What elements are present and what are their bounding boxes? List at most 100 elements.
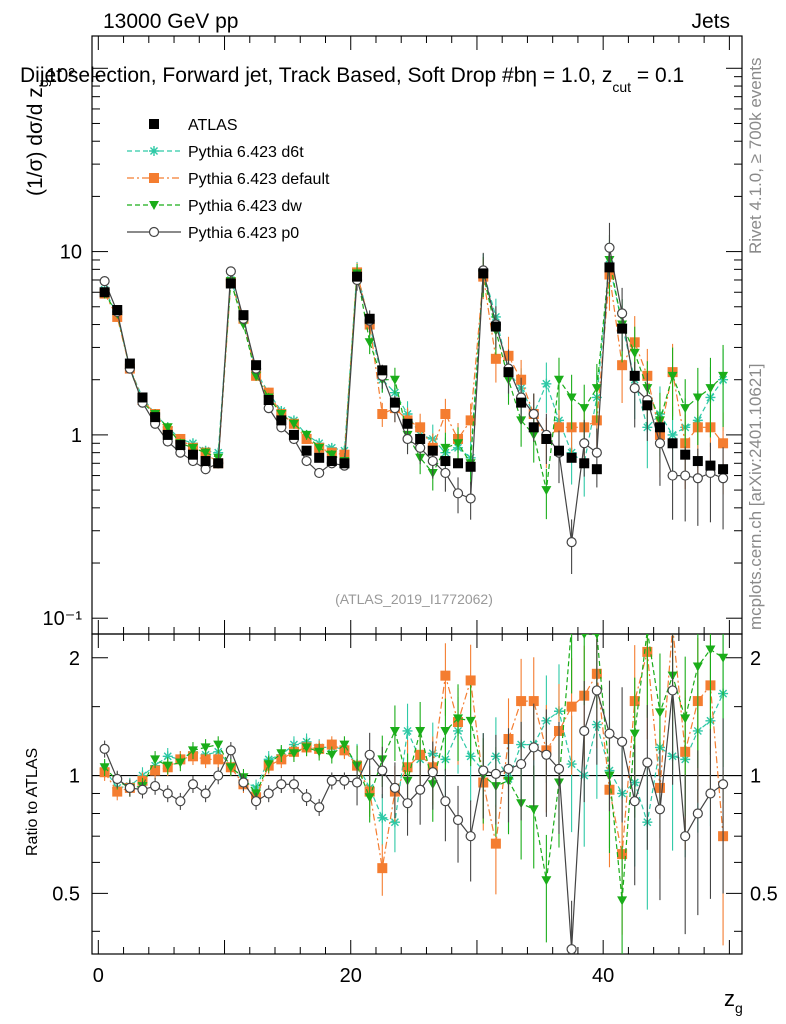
ratio-point-p0 bbox=[225, 745, 236, 756]
ratio-point-dw bbox=[594, 634, 600, 639]
data-point-atlas bbox=[427, 445, 438, 456]
data-point-atlas bbox=[225, 278, 236, 289]
ratio-point-p0 bbox=[99, 743, 110, 754]
ratio-frame bbox=[91, 633, 743, 955]
series-atlas bbox=[99, 262, 729, 475]
mcplots-url-label: mcplots.cern.ch [arXiv:2401.10621] bbox=[746, 363, 765, 630]
data-point-atlas bbox=[591, 464, 602, 475]
data-point-atlas bbox=[667, 438, 678, 449]
legend-label-dw: Pythia 6.423 dw bbox=[188, 198, 302, 215]
data-point-default bbox=[377, 409, 388, 420]
data-point-atlas bbox=[251, 360, 262, 371]
ratio-point-p0 bbox=[351, 777, 363, 788]
data-point-p0 bbox=[225, 266, 236, 277]
ratio-point-default bbox=[200, 754, 211, 765]
data-point-atlas bbox=[541, 433, 552, 444]
y-tick-label: 10 bbox=[60, 242, 82, 264]
data-point-dw bbox=[667, 371, 678, 381]
data-point-atlas bbox=[288, 429, 299, 440]
ratio-point-dw bbox=[187, 746, 198, 756]
data-point-atlas bbox=[490, 321, 501, 332]
ratio-point-p0 bbox=[377, 765, 388, 776]
data-point-atlas bbox=[200, 456, 211, 467]
data-point-atlas bbox=[314, 452, 325, 463]
y-tick-label: 10⁻¹ bbox=[43, 608, 83, 630]
analysis-watermark: (ATLAS_2019_I1772062) bbox=[335, 591, 493, 607]
data-point-default bbox=[465, 415, 476, 426]
ratio-line-default bbox=[104, 634, 724, 869]
data-point-atlas bbox=[415, 433, 426, 444]
ratio-point-dw bbox=[150, 755, 161, 765]
y-axis-label-sub: g bbox=[35, 79, 51, 87]
x-axis-label-sub: g bbox=[735, 1000, 743, 1016]
data-point-atlas bbox=[465, 461, 476, 472]
data-point-dw bbox=[705, 384, 716, 394]
ratio-axis-label: Ratio to ATLAS bbox=[24, 748, 41, 856]
ratio-point-dw bbox=[314, 747, 325, 757]
ratio-point-p0 bbox=[427, 767, 438, 778]
data-point-dw bbox=[566, 393, 577, 403]
data-point-p0 bbox=[415, 442, 426, 453]
ratio-point-dw bbox=[617, 896, 628, 906]
data-point-dw bbox=[579, 404, 590, 414]
data-point-atlas bbox=[503, 367, 514, 378]
data-point-atlas bbox=[718, 464, 729, 475]
ratio-point-dw bbox=[415, 726, 426, 736]
legend-item-dw: Pythia 6.423 dw bbox=[127, 198, 302, 215]
data-point-p0 bbox=[579, 438, 590, 449]
data-point-default bbox=[718, 438, 729, 449]
ratio-point-dw bbox=[263, 760, 274, 770]
data-point-p0 bbox=[604, 242, 615, 253]
data-point-dw bbox=[288, 419, 299, 429]
data-point-dw bbox=[680, 404, 691, 414]
data-point-p0 bbox=[667, 470, 678, 481]
ratio-point-p0 bbox=[213, 770, 224, 781]
legend-item-p0: Pythia 6.423 p0 bbox=[127, 225, 299, 242]
ratio-point-default bbox=[150, 765, 161, 776]
data-point-atlas bbox=[680, 449, 691, 460]
ratio-tick-label-right: 0.5 bbox=[750, 883, 778, 905]
ratio-point-p0 bbox=[717, 779, 729, 790]
ratio-point-p0 bbox=[250, 796, 262, 807]
data-point-default bbox=[490, 353, 501, 364]
ratio-point-dw bbox=[326, 750, 337, 760]
plot-title-main: Dijet selection, Forward jet, Track Base… bbox=[20, 64, 525, 87]
ratio-point-default bbox=[528, 696, 539, 707]
data-point-dw bbox=[200, 448, 211, 458]
ratio-point-p0 bbox=[692, 808, 703, 819]
ratio-point-p0 bbox=[452, 814, 464, 826]
data-point-d6t bbox=[541, 378, 552, 389]
data-point-atlas bbox=[112, 305, 123, 316]
ratio-point-d6t bbox=[389, 817, 400, 828]
ratio-point-dw bbox=[718, 653, 729, 663]
ratio-point-dw bbox=[453, 714, 464, 724]
ratio-point-p0 bbox=[301, 792, 312, 803]
ratio-point-dw bbox=[276, 749, 287, 759]
data-point-atlas bbox=[579, 458, 590, 469]
data-point-dw bbox=[453, 439, 464, 449]
ratio-point-default bbox=[516, 696, 527, 707]
data-point-dw bbox=[541, 486, 552, 496]
ratio-point-dw bbox=[213, 740, 224, 750]
ratio-point-p0 bbox=[314, 802, 325, 813]
ratio-point-p0 bbox=[667, 685, 678, 696]
ratio-point-p0 bbox=[402, 798, 413, 809]
ratio-line-d6t bbox=[104, 693, 724, 824]
ratio-point-p0 bbox=[591, 685, 602, 696]
ratio-point-p0 bbox=[465, 831, 476, 842]
ratio-point-p0 bbox=[654, 804, 666, 815]
ratio-point-p0 bbox=[440, 796, 451, 807]
data-point-atlas bbox=[162, 429, 173, 440]
legend-item-default: Pythia 6.423 default bbox=[127, 171, 330, 188]
ratio-point-p0 bbox=[200, 788, 211, 799]
ratio-point-dw bbox=[288, 749, 299, 759]
ratio-point-default bbox=[326, 739, 337, 750]
ratio-point-d6t bbox=[402, 725, 413, 736]
ratio-point-p0 bbox=[705, 788, 716, 799]
ratio-point-p0 bbox=[238, 777, 249, 788]
ratio-tick-label: 1 bbox=[69, 766, 80, 788]
data-point-atlas bbox=[276, 415, 287, 426]
ratio-line-dw bbox=[104, 634, 724, 901]
data-point-dw bbox=[553, 375, 564, 385]
